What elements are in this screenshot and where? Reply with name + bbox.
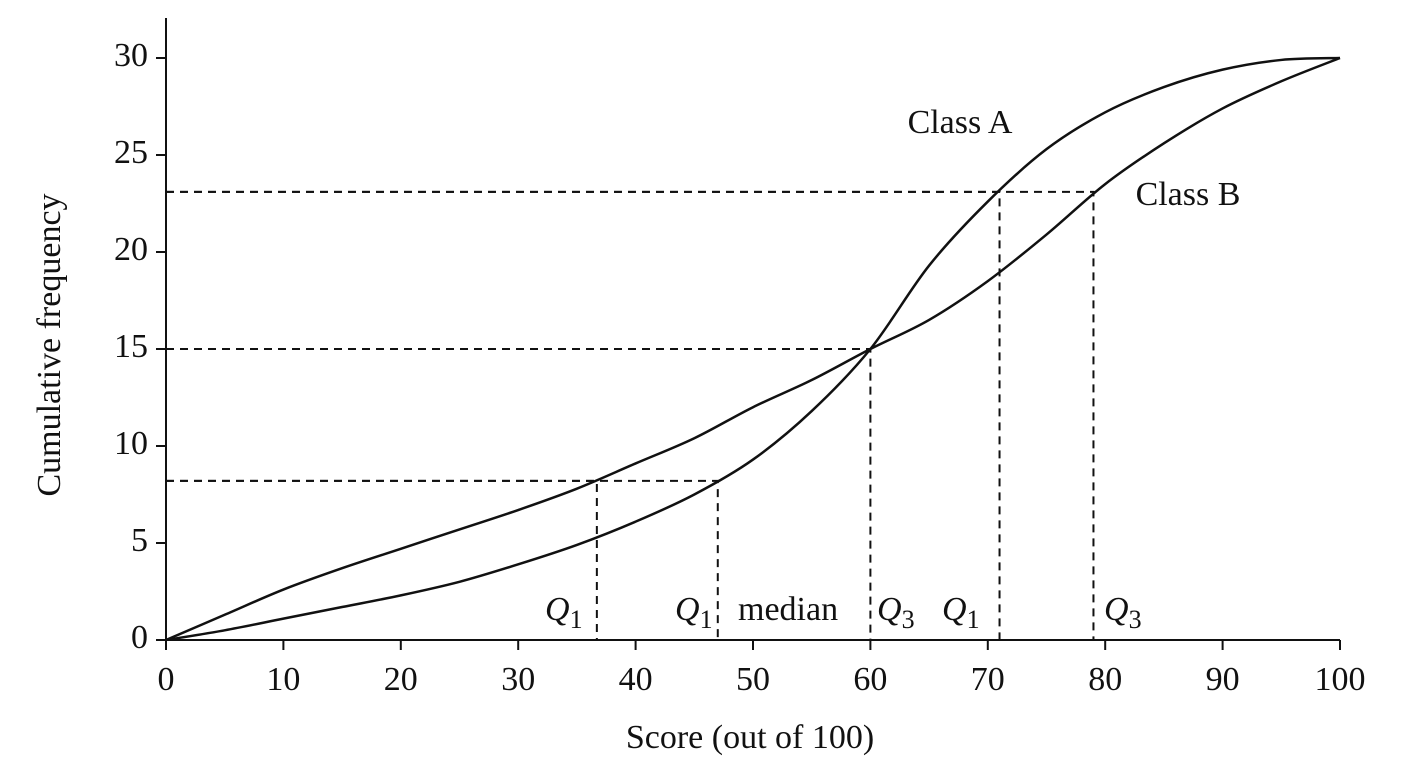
annotation-subscript: 3 bbox=[902, 605, 915, 634]
y-tick-label: 20 bbox=[114, 231, 148, 268]
annotation: median bbox=[738, 591, 838, 628]
x-tick-label: 60 bbox=[853, 661, 887, 698]
y-tick-label: 0 bbox=[131, 619, 148, 656]
annotation-letter: Q bbox=[877, 591, 902, 628]
annotation: Q1 bbox=[942, 591, 980, 634]
annotation: Q3 bbox=[1104, 591, 1142, 634]
x-tick-label: 80 bbox=[1088, 661, 1122, 698]
x-tick-label: 0 bbox=[158, 661, 175, 698]
x-tick-label: 70 bbox=[971, 661, 1005, 698]
series-label: Class B bbox=[1136, 176, 1241, 213]
dashed-guide bbox=[166, 190, 1095, 640]
series-line bbox=[165, 56, 1341, 642]
y-tick-label: 30 bbox=[114, 37, 148, 74]
annotation-letter: median bbox=[738, 591, 838, 628]
x-tick-label: 50 bbox=[736, 661, 770, 698]
annotation-subscript: 1 bbox=[700, 605, 713, 634]
x-tick-label: 30 bbox=[501, 661, 535, 698]
x-tick-label: 40 bbox=[619, 661, 653, 698]
y-tick-label: 15 bbox=[114, 328, 148, 365]
annotation: Q1 bbox=[545, 591, 583, 634]
x-tick-label: 10 bbox=[266, 661, 300, 698]
y-axis-title: Cumulative frequency bbox=[31, 193, 68, 496]
annotation-subscript: 1 bbox=[967, 605, 980, 634]
annotation-letter: Q bbox=[545, 591, 570, 628]
dashed-guide bbox=[166, 479, 719, 640]
series-label: Class A bbox=[908, 104, 1013, 141]
annotation-letter: Q bbox=[675, 591, 700, 628]
annotation-letter: Q bbox=[1104, 591, 1129, 628]
x-tick-label: 90 bbox=[1206, 661, 1240, 698]
annotation: Q3 bbox=[877, 591, 915, 634]
y-tick-label: 10 bbox=[114, 425, 148, 462]
annotation-letter: Q bbox=[942, 591, 967, 628]
x-axis-title: Score (out of 100) bbox=[626, 719, 874, 756]
y-tick-label: 5 bbox=[131, 522, 148, 559]
y-tick-label: 25 bbox=[114, 134, 148, 171]
series-line bbox=[165, 56, 1341, 642]
annotation-subscript: 1 bbox=[570, 605, 583, 634]
x-tick-label: 100 bbox=[1315, 661, 1366, 698]
annotation-subscript: 3 bbox=[1129, 605, 1142, 634]
annotation: Q1 bbox=[675, 591, 713, 634]
dashed-guide bbox=[166, 190, 1001, 640]
x-tick-label: 20 bbox=[384, 661, 418, 698]
